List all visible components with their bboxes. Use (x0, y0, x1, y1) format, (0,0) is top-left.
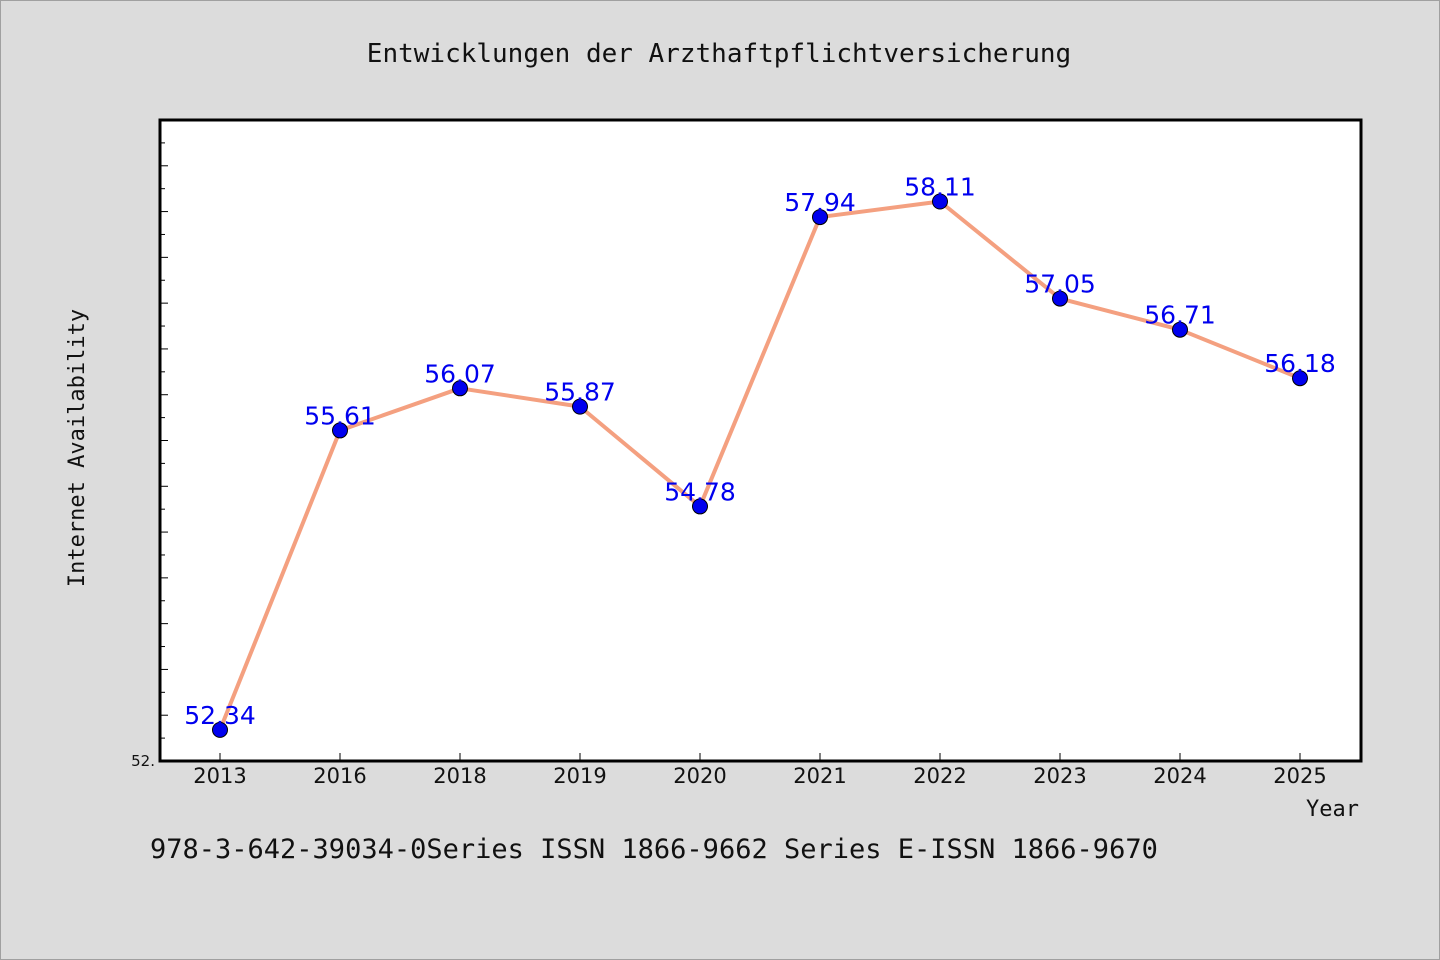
x-tick-label: 2020 (673, 764, 726, 788)
x-tick-label: 2019 (553, 764, 606, 788)
data-label: 55.61 (304, 401, 376, 430)
y-axis-label: Internet Availability (65, 309, 90, 587)
y-axis-min-label: 52. (131, 752, 155, 770)
data-point (812, 209, 828, 226)
data-label: 56.71 (1144, 301, 1216, 330)
data-label: 57.05 (1024, 270, 1096, 299)
series-line (218, 199, 1301, 731)
x-tick-label: 2024 (1153, 764, 1206, 788)
footnote: 978-3-642-39034-0Series ISSN 1866-9662 S… (150, 834, 1158, 865)
y-axis-ticks (160, 142, 168, 739)
x-tick-label: 2025 (1273, 764, 1326, 788)
data-point (212, 721, 228, 738)
data-point (932, 193, 948, 210)
data-label: 52.34 (184, 701, 256, 730)
series-layer: 52.34 55.61 56.07 55.87 54.78 57.94 58.11 57.05… (184, 172, 1336, 738)
data-label: 55.87 (544, 378, 616, 407)
x-tick-label: 2016 (313, 764, 366, 788)
data-point (332, 422, 348, 439)
x-tick-label: 2021 (793, 764, 846, 788)
data-label: 56.18 (1264, 349, 1336, 378)
data-point (452, 380, 468, 397)
x-tick-label: 2018 (433, 764, 486, 788)
data-point (1052, 290, 1068, 307)
data-label: 54.78 (664, 477, 736, 506)
data-point (692, 498, 708, 515)
x-tick-label: 2023 (1033, 764, 1086, 788)
x-axis-label: Year (1306, 797, 1359, 822)
plot-area (158, 118, 1363, 763)
data-label: 58.11 (904, 172, 976, 201)
x-tick-label: 2013 (193, 764, 246, 788)
data-point (572, 398, 588, 415)
data-point (1172, 321, 1188, 338)
data-point (1292, 370, 1308, 387)
data-label: 56.07 (424, 359, 496, 388)
x-axis-ticks: 2013 2016 2018 2019 2020 2021 2022 2023 2024 2025 (193, 753, 1327, 788)
data-label: 57.94 (784, 188, 856, 217)
x-tick-label: 2022 (913, 764, 966, 788)
chart-title: Entwicklungen der Arzthaftpflichtversich… (367, 39, 1071, 69)
